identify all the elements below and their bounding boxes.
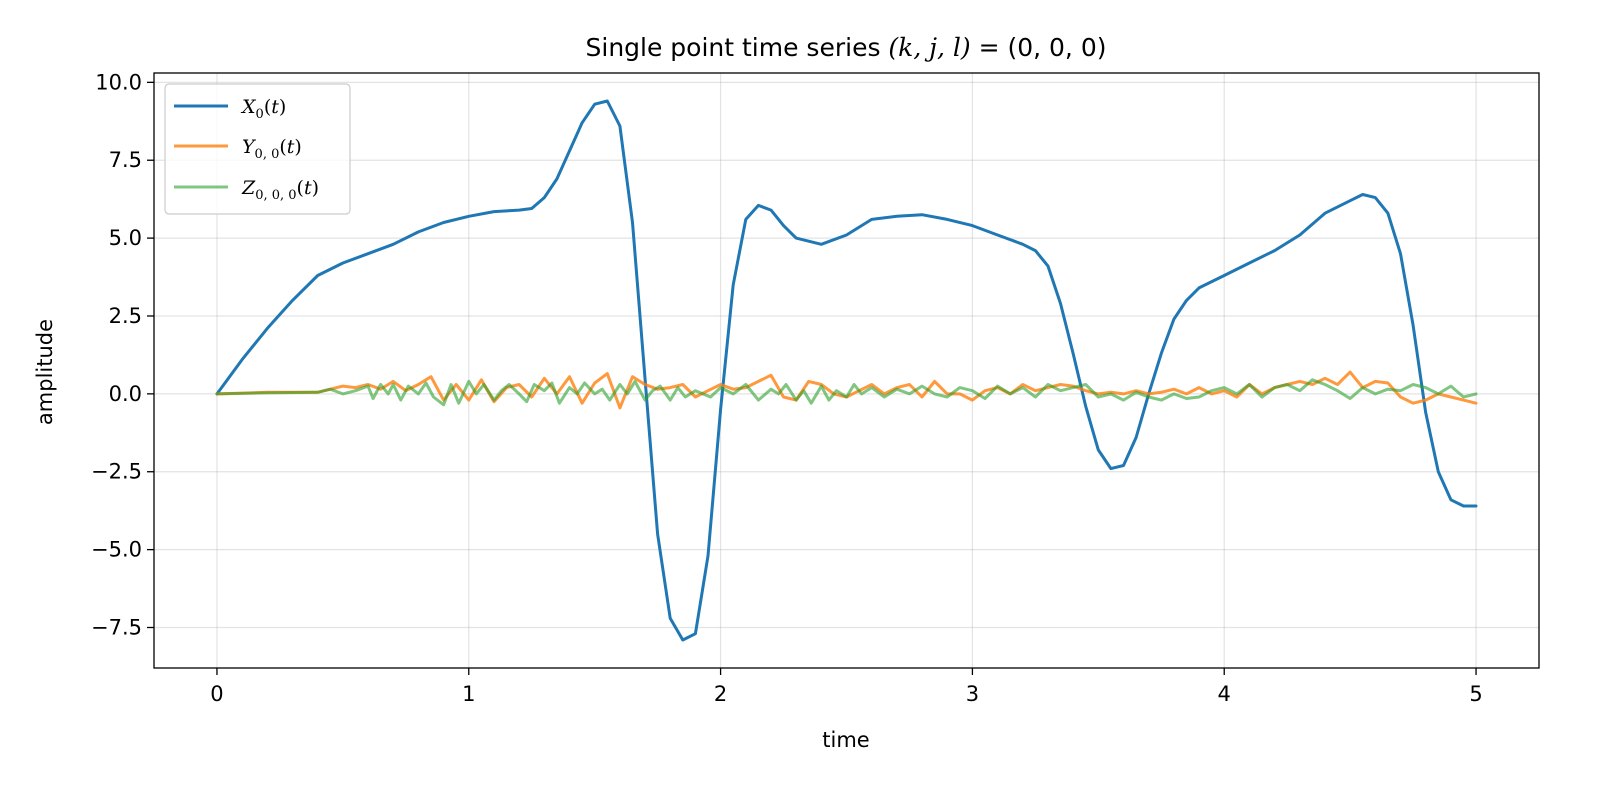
- legend-box: [164, 83, 351, 215]
- x-axis-label: time: [822, 728, 869, 752]
- legend-label-x0: X0(t): [240, 96, 286, 122]
- plot-area: [154, 73, 1539, 668]
- y-tick-label: −5.0: [91, 538, 142, 562]
- x-tick-label: 2: [714, 682, 727, 706]
- x-tick-label: 0: [210, 682, 223, 706]
- plot-frame: [153, 72, 1540, 669]
- legend-label-z000: Z0, 0, 0(t): [241, 177, 319, 203]
- x-tick-label: 1: [462, 682, 475, 706]
- y-tick-label: 0.0: [109, 382, 142, 406]
- y-tick-label: 5.0: [109, 226, 142, 250]
- series-line-z000: [215, 378, 1478, 407]
- x-tick-label: 3: [966, 682, 979, 706]
- y-tick-label: 10.0: [95, 70, 142, 94]
- y-tick-label: 2.5: [109, 304, 142, 328]
- series-line-x0: [215, 99, 1478, 642]
- legend-label-y00: Y0, 0(t): [242, 136, 302, 162]
- x-tick-label: 4: [1218, 682, 1231, 706]
- y-tick-label: −7.5: [91, 616, 142, 640]
- y-tick-label: 7.5: [109, 148, 142, 172]
- y-axis-label: amplitude: [33, 319, 57, 425]
- legend: X0(t) Y0, 0(t) Z0, 0, 0(t): [164, 83, 351, 215]
- grid-lines: [154, 73, 1539, 668]
- chart-title: Single point time series (k, j, l) = (0,…: [586, 33, 1107, 62]
- series-layer: [215, 99, 1478, 642]
- x-tick-label: 5: [1469, 682, 1482, 706]
- axis-ticks: 0 1 2 3 4 5 10.0 7.5 5.0 2.5 0.0 −2.5 −5.0 −7.5: [91, 70, 1483, 706]
- y-tick-label: −2.5: [91, 460, 142, 484]
